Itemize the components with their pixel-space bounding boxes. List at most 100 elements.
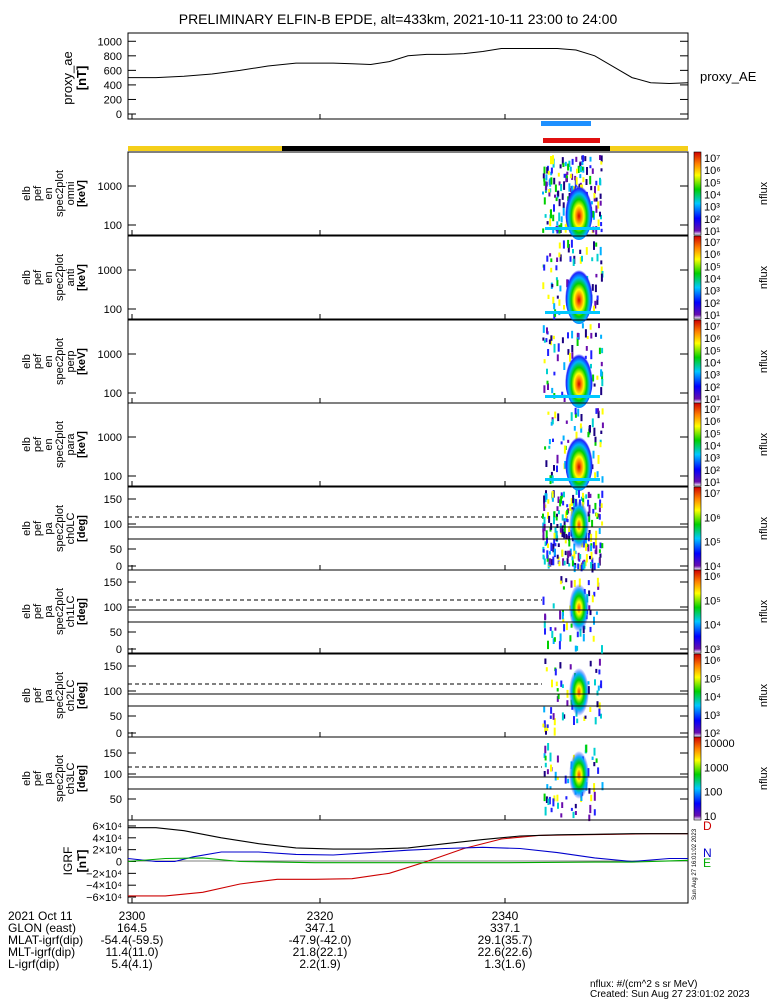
spectrogram-pixel <box>595 273 598 278</box>
spectrogram-pixel <box>601 422 604 429</box>
spectrogram-pixel <box>549 253 552 257</box>
spectrogram-pixel <box>553 532 556 539</box>
spectrogram-pixel <box>571 173 574 180</box>
spectrogram-pixel <box>586 336 589 340</box>
spectrogram-panel-4: elb pef en spec2plot para [keV] 100010010⁷10⁶1… <box>21 402 770 491</box>
spectrogram-pixel <box>561 514 564 521</box>
spectrogram-pixel <box>543 706 546 713</box>
spectrogram-pixel <box>556 506 559 511</box>
panel-ylabel-line: [keV] <box>76 264 88 291</box>
spectrogram-pixel <box>590 185 593 191</box>
spectrogram-pixel <box>552 713 555 720</box>
panel-ytick-label: 50 <box>110 544 122 556</box>
spectrogram-pixel <box>563 714 566 719</box>
spectrogram-pixel <box>599 442 602 448</box>
colorbar-tick-label: 10000 <box>704 738 735 750</box>
spectrogram-pixel <box>574 803 577 809</box>
spectrogram-pixel <box>595 758 598 763</box>
spectrogram-pixel <box>571 556 574 561</box>
colorbar-tick-label: 10¹ <box>704 394 720 406</box>
proxy-ae-panel: 1000 800 600 400 200 0 proxy_ae [nT] proxy_AE <box>60 32 757 121</box>
spectrogram-pixel <box>600 371 603 377</box>
panel-ytick-label: 100 <box>104 519 122 531</box>
spectrogram-pixel <box>557 496 560 503</box>
spectrogram-pixel <box>597 185 600 191</box>
spectrogram-pixel <box>552 214 555 222</box>
spectrogram-pixel <box>556 513 558 517</box>
spectrogram-pixel <box>559 164 562 169</box>
spectrogram-pixel <box>547 798 550 805</box>
spectrogram-pixel <box>569 664 572 670</box>
colorbar <box>693 319 702 404</box>
spectrogram-pixel <box>546 167 549 174</box>
spectrogram-pixel <box>574 550 577 555</box>
colorbar-tick-label: 1000 <box>704 762 728 774</box>
spectrogram-pixel <box>547 411 550 415</box>
spectrogram-pixel <box>576 631 579 638</box>
panel-ytick-label: 100 <box>104 220 122 232</box>
igrf-legend-d: D <box>703 819 712 833</box>
spectrogram-pixel <box>593 383 596 387</box>
spectrogram-pixel <box>589 609 592 616</box>
spectrogram-pixel <box>594 332 597 337</box>
spectrogram-pixel <box>563 445 566 454</box>
spectrogram-pixel <box>600 334 603 339</box>
ephemeris-row-label: L-igrf(dip) <box>8 957 59 971</box>
spectrogram-pixel <box>593 791 596 801</box>
flux-enhancement <box>565 431 593 491</box>
spectrogram-pixel <box>543 495 546 505</box>
spectrogram-pixel <box>587 431 590 438</box>
spectrogram-pixel <box>597 493 600 499</box>
spectrogram-pixel <box>554 184 557 192</box>
spectrogram-pixel <box>597 685 600 691</box>
spectrogram-pixel <box>556 295 559 299</box>
spectrogram-pixel <box>584 156 587 162</box>
spectrogram-pixel <box>550 156 552 165</box>
spectrogram-pixel <box>564 161 567 167</box>
spectrogram-pixel <box>561 684 564 688</box>
igrf-lines <box>127 827 689 897</box>
spectrogram-pixel <box>591 595 594 603</box>
spectrogram-pixel <box>567 163 570 171</box>
proxy-ae-ylabel-2: [nT] <box>74 66 89 91</box>
proxy-ae-ytick-label: 0 <box>116 109 122 121</box>
colorbar-tick-label: 10⁵ <box>704 673 721 685</box>
spectrogram-pixel <box>563 525 566 534</box>
panel-ylabel-line: elb <box>21 771 33 786</box>
spectrogram-pixel <box>552 335 555 340</box>
spectrogram-pixel <box>574 407 577 415</box>
spectrogram-pixel <box>542 325 545 333</box>
spectrogram-pixel <box>558 641 561 650</box>
spectrogram-pixel <box>599 200 602 206</box>
spectrogram-pixel <box>594 284 597 293</box>
spectrogram-pixel <box>566 509 569 515</box>
spectrogram-pixel <box>543 180 546 186</box>
spectrogram-pixel <box>567 244 570 253</box>
colorbar-tick-label: 10⁴ <box>704 190 721 202</box>
colorbar <box>693 736 702 821</box>
spectrogram-pixel <box>551 679 553 688</box>
ephemeris-value: 347.1 <box>305 921 335 935</box>
proxy-ae-line <box>128 48 689 85</box>
spectrogram-pixel <box>557 543 560 547</box>
spectrogram-pixel <box>572 498 575 504</box>
panel-ytick-label: 100 <box>104 602 122 614</box>
colorbar-tick-label: 10⁷ <box>704 404 720 416</box>
spectrogram-pixel <box>546 368 548 375</box>
spectrogram-pixel <box>548 796 551 805</box>
spectrogram-pixel <box>552 438 554 442</box>
ephemeris-value: 1.3(1.6) <box>484 957 525 971</box>
spectrogram-pixel <box>555 681 558 687</box>
spectrogram-pixel <box>556 554 559 559</box>
panel-ytick-label: 150 <box>104 494 122 506</box>
spectrogram-pixel <box>544 806 547 816</box>
spectrogram-pixel <box>551 419 554 425</box>
spectrogram-pixel <box>542 191 544 195</box>
spectrogram-pixel <box>585 247 588 255</box>
spectrogram-pixel <box>560 441 563 445</box>
spectrogram-pixel <box>570 498 573 507</box>
ephemeris-footer: 2021 Oct 11 2300 2320 2340 GLON (east) 164.5 3… <box>8 909 532 971</box>
igrf-ytick-label: −2×10⁴ <box>86 868 122 880</box>
ephemeris-row-label: GLON (east) <box>8 921 76 935</box>
